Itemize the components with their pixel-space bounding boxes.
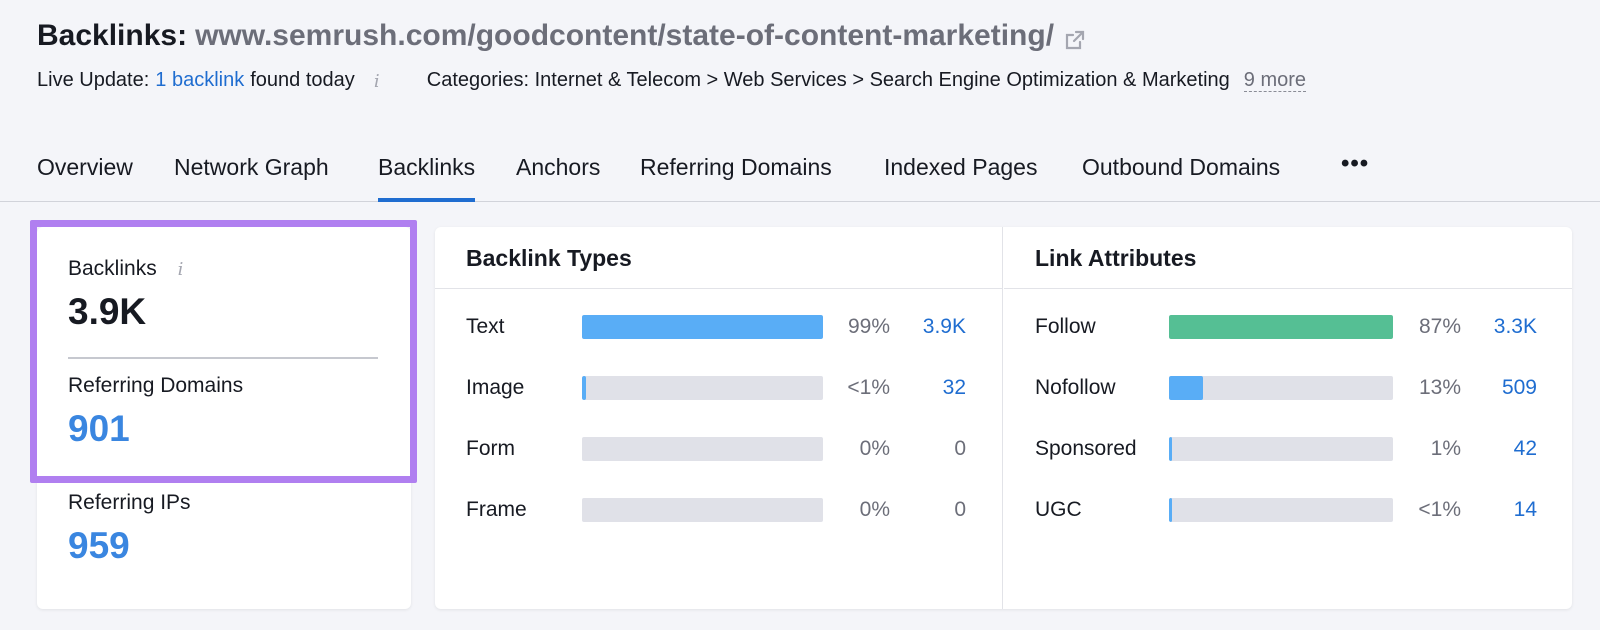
row-label: Text (466, 315, 505, 338)
metric-row-nofollow: Nofollow 13% 509 (1035, 373, 1545, 403)
row-label: Nofollow (1035, 376, 1116, 399)
tab-outbound-domains[interactable]: Outbound Domains (1082, 154, 1281, 180)
tab-overview[interactable]: Overview (37, 154, 133, 180)
bar-fill (582, 376, 586, 400)
row-label: Image (466, 376, 525, 399)
tab-anchors[interactable]: Anchors (516, 154, 601, 180)
bar-track (1169, 376, 1393, 400)
row-percent: <1% (847, 376, 890, 399)
row-label: Frame (466, 498, 527, 521)
page-title: Backlinks: www.semrush.com/goodcontent/s… (37, 16, 1577, 56)
title-label: Backlinks: (37, 19, 188, 52)
categories-more-link[interactable]: 9 more (1243, 69, 1307, 92)
backlinks-value: 3.9K (68, 291, 147, 332)
row-percent: 99% (847, 315, 890, 338)
backlink-types-title: Backlink Types (435, 227, 1002, 289)
backlinks-label: Backlinks i (68, 257, 189, 281)
info-icon[interactable]: i (177, 259, 184, 280)
row-count: 0 (954, 498, 966, 521)
metric-row-sponsored: Sponsored 1% 42 (1035, 434, 1545, 464)
live-update-prefix: Live Update: (37, 69, 150, 91)
row-count[interactable]: 32 (942, 376, 966, 399)
bar-fill (1169, 315, 1393, 339)
row-percent: 13% (1418, 376, 1461, 399)
bar-track (1169, 437, 1393, 461)
bar-track (582, 315, 823, 339)
metric-row-image: Image <1% 32 (466, 373, 976, 403)
row-percent: 1% (1430, 437, 1461, 460)
row-label: Sponsored (1035, 437, 1137, 460)
tab-backlinks[interactable]: Backlinks (378, 154, 476, 202)
info-icon[interactable]: i (373, 70, 380, 92)
bar-fill (1169, 437, 1173, 461)
categories-text: Categories: Internet & Telecom > Web Ser… (426, 69, 1230, 91)
row-count[interactable]: 3.9K (922, 315, 966, 338)
tab-indexed-pages[interactable]: Indexed Pages (884, 154, 1038, 180)
summary-card: Backlinks i 3.9K Referring Domains 901 R… (37, 227, 411, 609)
bar-track (582, 376, 823, 400)
live-update-link[interactable]: 1 backlink (155, 69, 245, 91)
bar-track (1169, 315, 1393, 339)
metric-row-frame: Frame 0% 0 (466, 495, 976, 525)
bar-fill (582, 315, 823, 339)
report-header: Backlinks: www.semrush.com/goodcontent/s… (37, 16, 1577, 92)
external-link-icon[interactable] (1064, 25, 1086, 50)
divider (68, 357, 378, 359)
metric-row-follow: Follow 87% 3.3K (1035, 312, 1545, 342)
referring-ips-label: Referring IPs (68, 491, 191, 514)
tab-network-graph[interactable]: Network Graph (174, 154, 329, 180)
bar-fill (1169, 376, 1203, 400)
row-percent: 0% (859, 437, 890, 460)
backlinks-label-text: Backlinks (68, 257, 157, 280)
live-update-suffix: found today (250, 69, 355, 91)
meta-row: Live Update: 1 backlink found today i Ca… (37, 69, 1577, 92)
bar-fill (1169, 498, 1173, 522)
referring-ips-value[interactable]: 959 (68, 525, 130, 566)
metric-row-form: Form 0% 0 (466, 434, 976, 464)
row-label: Form (466, 437, 515, 460)
tab-referring-domains[interactable]: Referring Domains (640, 154, 832, 180)
metric-row-text: Text 99% 3.9K (466, 312, 976, 342)
bar-track (582, 437, 823, 461)
row-label: Follow (1035, 315, 1096, 338)
referring-domains-value[interactable]: 901 (68, 408, 130, 449)
report-tabs: Overview Network Graph Backlinks Anchors… (0, 148, 1600, 202)
row-count[interactable]: 3.3K (1493, 315, 1537, 338)
highlight-box (30, 220, 417, 483)
referring-domains-label: Referring Domains (68, 374, 244, 397)
more-tabs-icon[interactable]: ••• (1341, 150, 1370, 177)
bar-track (1169, 498, 1393, 522)
metric-row-ugc: UGC <1% 14 (1035, 495, 1545, 525)
title-url[interactable]: www.semrush.com/goodcontent/state-of-con… (195, 19, 1055, 52)
row-percent: <1% (1418, 498, 1461, 521)
distribution-card: Backlink Types Text 99% 3.9K Image <1% 32 Form… (435, 227, 1572, 609)
link-attributes-title: Link Attributes (1004, 227, 1572, 289)
row-percent: 87% (1418, 315, 1461, 338)
link-attributes-panel: Link Attributes Follow 87% 3.3K Nofollow 13%… (1004, 227, 1572, 609)
row-count[interactable]: 509 (1501, 376, 1537, 399)
bar-track (582, 498, 823, 522)
row-count: 0 (954, 437, 966, 460)
backlink-types-panel: Backlink Types Text 99% 3.9K Image <1% 32 Form… (435, 227, 1003, 609)
row-count[interactable]: 14 (1513, 498, 1537, 521)
row-label: UGC (1035, 498, 1082, 521)
row-count[interactable]: 42 (1513, 437, 1537, 460)
row-percent: 0% (859, 498, 890, 521)
